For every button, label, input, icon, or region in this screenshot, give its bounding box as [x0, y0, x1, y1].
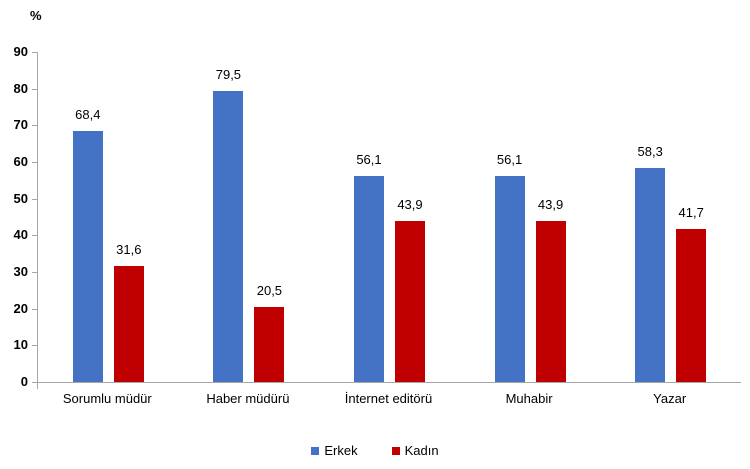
y-tick-label: 50	[13, 190, 28, 206]
bar-group-yazar: 58,3 41,7	[600, 52, 741, 382]
bar-kadin: 20,5	[254, 283, 285, 382]
y-tick-label: 90	[13, 44, 28, 59]
x-axis-label-yazar: Yazar	[653, 391, 687, 406]
x-axis-label-muhabir: Muhabir	[505, 391, 553, 406]
bar-value-label: 58,3	[637, 144, 663, 160]
legend-swatch-erkek	[311, 446, 320, 455]
y-tick-mark	[32, 88, 37, 90]
y-tick-label: 30	[13, 264, 28, 279]
bar-kadin: 43,9	[394, 197, 425, 382]
bar-value-label: 43,9	[397, 197, 423, 213]
plot-area: 68,4 31,6 79,5 20,5 56,1 43,9 56,1 43,9 58,3 41,7	[37, 52, 741, 383]
y-tick-label: 10	[13, 337, 28, 353]
y-tick-label: 70	[13, 117, 28, 133]
y-tick-label: 0	[20, 374, 28, 389]
legend-item-kadin: Kadın	[391, 443, 439, 458]
bar-value-label: 56,1	[496, 152, 523, 168]
x-axis-label-haber-m-d-r-: Haber müdürü	[206, 391, 290, 406]
legend-item-erkek: Erkek	[311, 443, 358, 458]
bar-group-haber-m-d-r-: 79,5 20,5	[179, 52, 320, 382]
y-tick-label: 20	[13, 300, 28, 316]
y-tick-mark	[32, 382, 37, 383]
bar-erkek: 58,3	[635, 144, 666, 382]
bar-value-label: 20,5	[256, 282, 283, 298]
y-tick-mark	[32, 345, 37, 347]
bar-value-label: 56,1	[356, 152, 382, 168]
y-tick-mark	[32, 272, 37, 273]
bar-erkek: 56,1	[494, 152, 525, 382]
bar-kadin: 31,6	[113, 242, 144, 382]
bar-value-label: 43,9	[537, 197, 564, 213]
y-tick-label: 80	[13, 80, 28, 96]
x-axis-labels: Sorumlu müdür Haber müdürü İnternet editör…	[37, 391, 740, 406]
bar-erkek: 56,1	[353, 152, 384, 382]
legend-label-kadin: Kadın	[404, 443, 439, 458]
y-tick-mark	[32, 125, 37, 127]
bar-value-label: 68,4	[75, 107, 101, 123]
x-axis-label-i-nternet-edit-r-: İnternet editörü	[344, 391, 433, 406]
y-tick-mark	[32, 198, 37, 200]
bar-erkek: 68,4	[72, 107, 103, 382]
bar-group-muhabir: 56,1 43,9	[460, 52, 601, 382]
bar-kadin: 43,9	[535, 197, 566, 382]
y-tick-label: 40	[13, 227, 28, 243]
x-axis-label-sorumlu-m-d-r: Sorumlu müdür	[62, 391, 152, 406]
legend: Erkek Kadın	[0, 443, 750, 458]
bar-value-label: 41,7	[678, 205, 704, 221]
y-tick-mark	[32, 162, 37, 163]
legend-swatch-kadin	[391, 446, 400, 455]
y-tick-label: 60	[13, 154, 28, 169]
bar-erkek: 79,5	[213, 67, 244, 382]
bar-group-sorumlu-m-d-r: 68,4 31,6	[38, 52, 179, 382]
bar-group-i-nternet-edit-r-: 56,1 43,9	[319, 52, 460, 382]
y-axis-unit-label: %	[30, 8, 42, 23]
y-tick-mark	[32, 308, 37, 310]
legend-label-erkek: Erkek	[324, 443, 358, 458]
bar-kadin: 41,7	[676, 205, 707, 382]
y-tick-mark	[32, 52, 37, 53]
y-tick-mark	[32, 235, 37, 237]
bar-value-label: 79,5	[215, 66, 242, 82]
bar-value-label: 31,6	[116, 242, 142, 258]
x-axis-corner-tick	[37, 382, 38, 389]
